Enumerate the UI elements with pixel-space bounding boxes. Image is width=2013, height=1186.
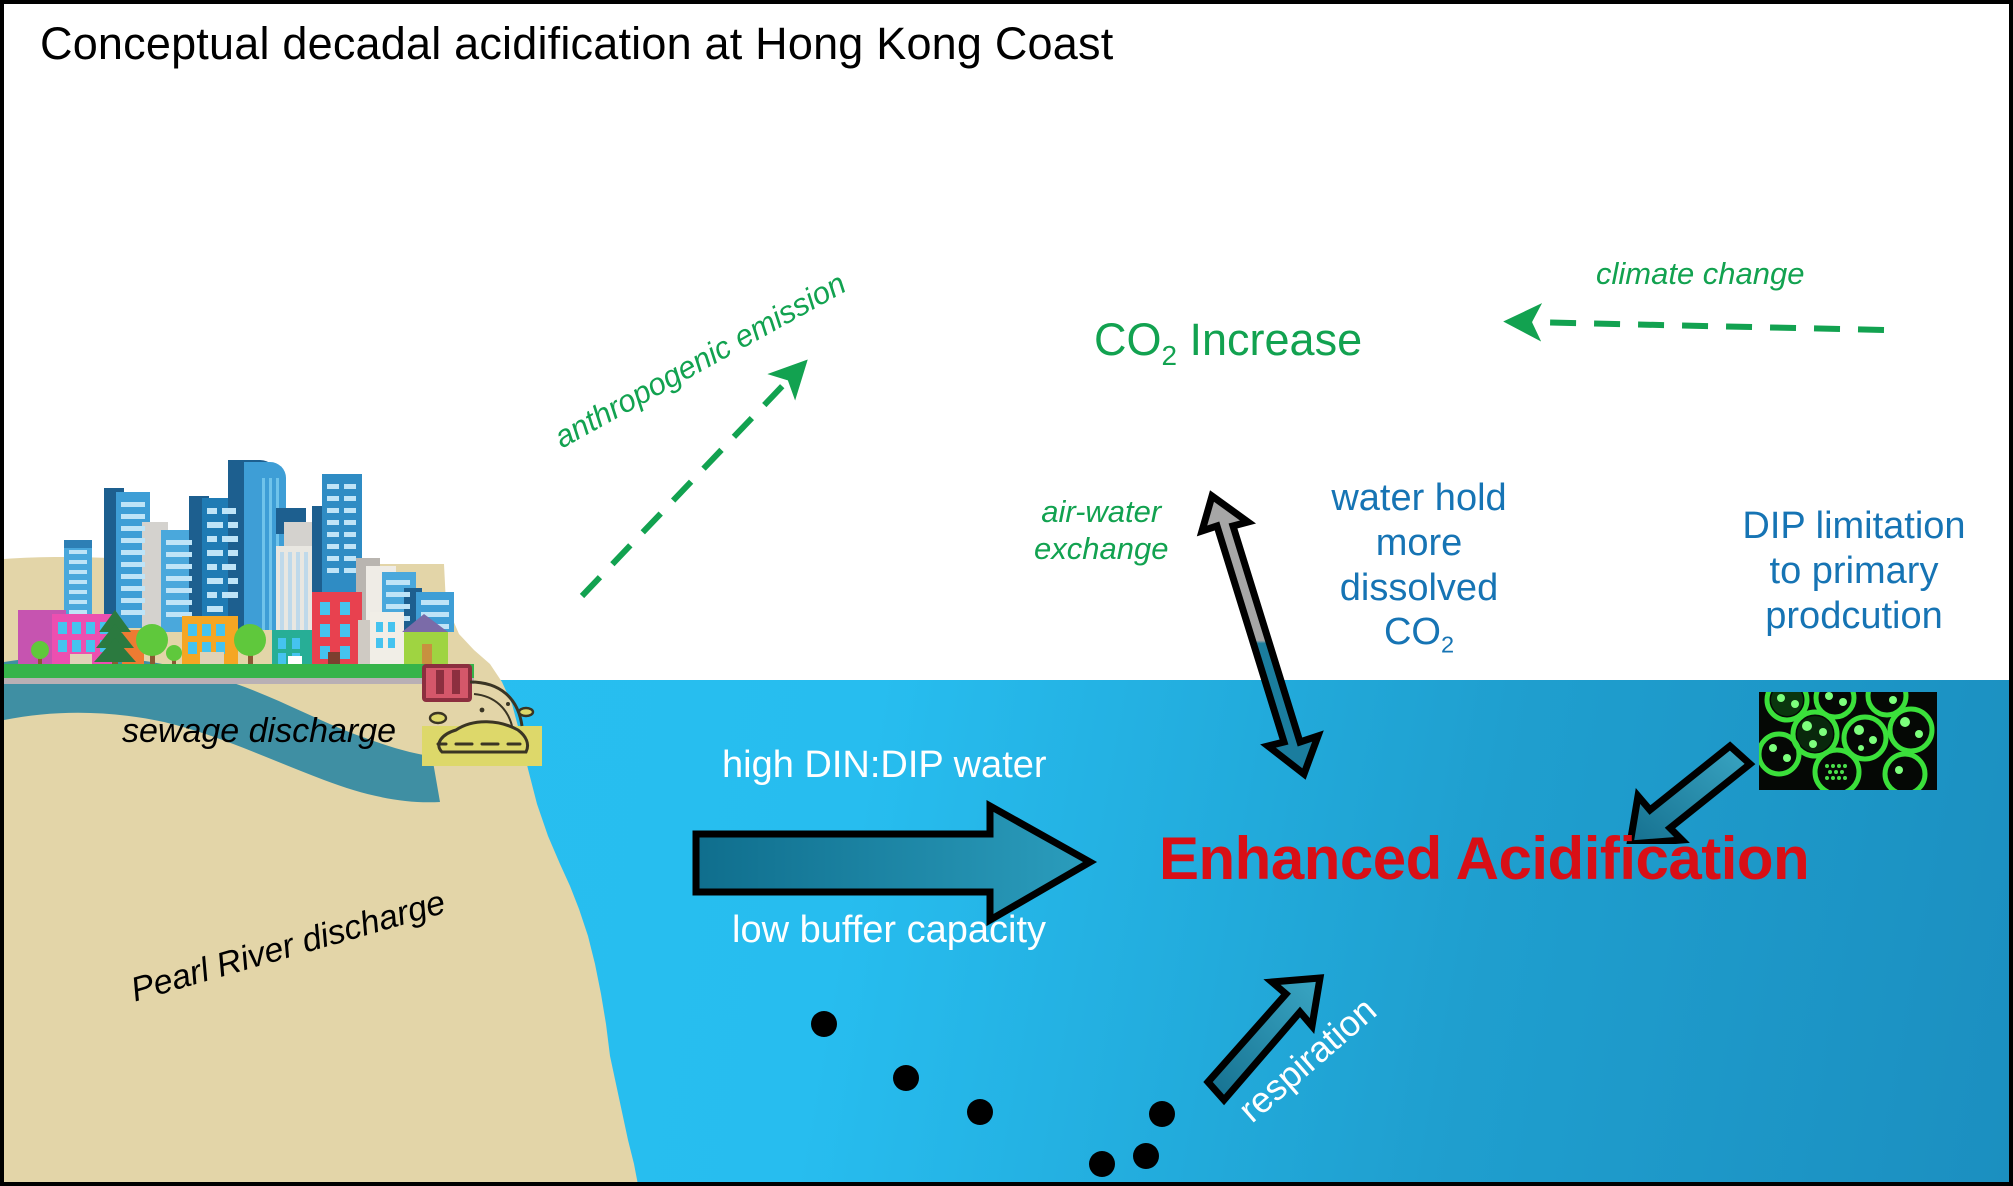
dip-limitation-label: DIP limitation to primary prodcution (1729, 504, 1979, 638)
co2-increase-tail: Increase (1177, 314, 1363, 365)
water-hold-line4: CO2 (1304, 610, 1534, 659)
water-hold-co2-subscript: 2 (1440, 632, 1455, 659)
air-water-exchange-arrow (1196, 490, 1324, 780)
respiration-arrow (1203, 974, 1325, 1106)
air-water-exchange-line2: exchange (1034, 530, 1169, 566)
water-hold-co2-label: water hold more dissolved CO2 (1304, 476, 1534, 660)
page-title: Conceptual decadal acidification at Hong… (40, 18, 1114, 69)
sewage-pipe-icon (422, 664, 582, 774)
din-dip-flow-arrow (692, 800, 1098, 927)
land-mass (4, 564, 844, 1182)
city-skyline (4, 434, 474, 692)
air-water-exchange-line1: air-water (1041, 494, 1162, 529)
algae-micrograph (1759, 692, 1937, 790)
dip-limitation-line2: to primary (1769, 549, 1939, 592)
water-hold-line1: water hold (1331, 477, 1507, 519)
sewage-discharge-label: sewage discharge (122, 712, 397, 750)
co2-increase-label: CO2 Increase (1094, 314, 1362, 372)
sinking-particles (811, 1011, 1175, 1177)
algae-to-acidification-arrow (1626, 741, 1756, 844)
co2-increase-text: CO (1094, 314, 1162, 365)
enhanced-acidification-label: Enhanced Acidification (1159, 825, 1810, 892)
climate-change-arrow (1503, 303, 1885, 342)
water-hold-line3: dissolved (1339, 566, 1499, 609)
air-water-exchange-label: air-water exchange (1034, 494, 1168, 567)
high-din-dip-water-label: high DIN:DIP water (722, 744, 1047, 786)
dip-limitation-line3: prodcution (1765, 594, 1943, 637)
water-hold-co2-text: CO (1383, 611, 1441, 654)
co2-subscript: 2 (1161, 340, 1178, 371)
water-hold-line2: more (1375, 521, 1463, 564)
low-buffer-capacity-label: low buffer capacity (732, 909, 1047, 951)
anthropogenic-emission-arrow (579, 359, 808, 599)
dip-limitation-line1: DIP limitation (1742, 505, 1966, 547)
climate-change-label: climate change (1596, 256, 1805, 291)
